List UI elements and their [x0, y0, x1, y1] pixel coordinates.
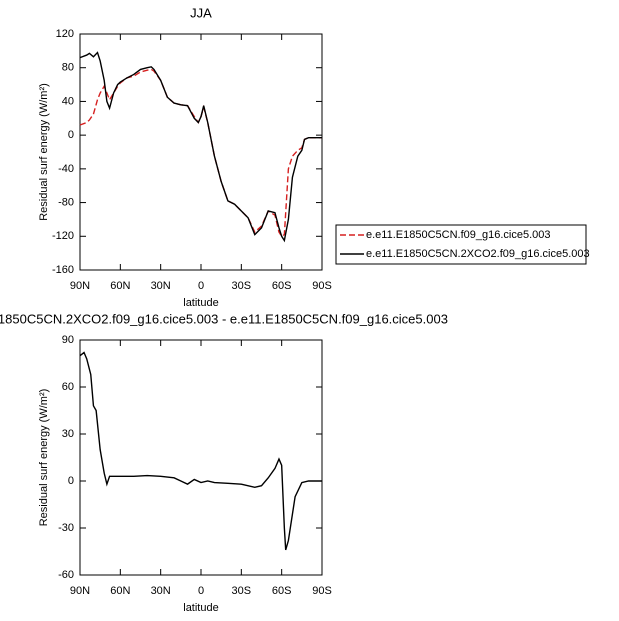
- x-tick-label: 30N: [151, 585, 171, 597]
- y-tick-label: 120: [56, 28, 74, 40]
- x-tick-label: 60S: [272, 280, 292, 292]
- x-tick-label: 90S: [312, 280, 332, 292]
- legend-box: [335, 224, 587, 265]
- y-tick-label: -160: [52, 264, 74, 276]
- chart-title: e.e11.E1850C5CN.2XCO2.f09_g16.cice5.003 …: [0, 311, 448, 326]
- x-tick-label: 60S: [272, 585, 292, 597]
- x-tick-label: 0: [198, 280, 204, 292]
- y-tick-label: 90: [62, 334, 74, 346]
- y-tick-label: -80: [58, 196, 74, 208]
- x-tick-label: 60N: [110, 280, 130, 292]
- data-line: [79, 68, 322, 238]
- plot-frame: [79, 33, 323, 271]
- y-tick-label: 0: [68, 475, 74, 487]
- x-tick-label: 60N: [110, 585, 130, 597]
- x-tick-label: 0: [198, 585, 204, 597]
- y-tick-label: 60: [62, 381, 74, 393]
- legend-label: e.e11.E1850C5CN.2XCO2.f09_g16.cice5.003: [366, 248, 590, 260]
- y-axis-label: Residual surf energy (W/m²): [38, 83, 50, 221]
- plot-frame: [79, 339, 323, 576]
- x-tick-label: 30S: [232, 585, 252, 597]
- y-axis-label: Residual surf energy (W/m²): [38, 389, 50, 527]
- y-tick-label: 80: [62, 62, 74, 74]
- chart-title: JJA: [190, 5, 212, 20]
- x-tick-label: 30N: [151, 280, 171, 292]
- y-tick-label: -60: [58, 569, 74, 581]
- x-tick-label: 90N: [70, 280, 90, 292]
- y-tick-label: 30: [62, 428, 74, 440]
- x-tick-label: 90N: [70, 585, 90, 597]
- x-axis-label: latitude: [183, 297, 218, 309]
- y-tick-label: -30: [58, 522, 74, 534]
- data-line: [79, 51, 322, 243]
- x-tick-label: 30S: [232, 280, 252, 292]
- legend-label: e.e11.E1850C5CN.f09_g16.cice5.003: [366, 229, 551, 241]
- y-tick-label: 40: [62, 95, 74, 107]
- data-line: [79, 351, 322, 551]
- y-tick-label: 0: [68, 129, 74, 141]
- x-tick-label: 90S: [312, 585, 332, 597]
- x-axis-label: latitude: [183, 602, 218, 614]
- y-tick-label: -120: [52, 230, 74, 242]
- y-tick-label: -40: [58, 163, 74, 175]
